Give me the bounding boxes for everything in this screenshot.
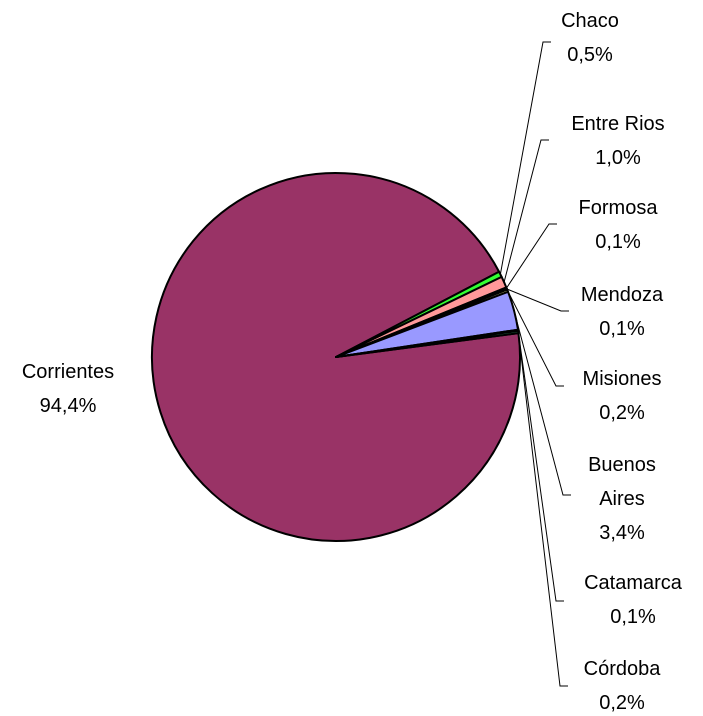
- leader-line-chaco: [499, 41, 551, 275]
- leader-line-catamarca: [517, 330, 564, 602]
- leader-line-buenos: [513, 310, 571, 496]
- leader-lines: [499, 41, 571, 687]
- slice-label-corrientes: Corrientes 94,4%: [22, 361, 114, 417]
- leader-line-formosa: [506, 223, 557, 289]
- leader-line-misiones: [507, 290, 564, 387]
- leader-line-entre-rios: [503, 139, 549, 283]
- slice-label-misiones: Misiones 0,2%: [583, 368, 662, 424]
- leader-line-mendoza: [506, 288, 569, 312]
- slice-label-buenos: Buenos Aires 3,4%: [588, 454, 656, 544]
- slice-label-formosa: Formosa 0,1%: [579, 197, 659, 253]
- slice-labels: Corrientes 94,4% Chaco 0,5% Entre Rios 1,0% Fo…: [22, 10, 683, 714]
- slice-label-chaco: Chaco 0,5%: [561, 10, 619, 66]
- slice-label-catamarca: Catamarca 0,1%: [584, 572, 683, 628]
- slice-label-mendoza: Mendoza 0,1%: [581, 284, 664, 340]
- slice-label-entre-rios: Entre Rios 1,0%: [571, 113, 664, 169]
- leader-line-córdoba: [517, 331, 568, 687]
- pie-slices: [151, 172, 521, 542]
- slice-label-córdoba: Córdoba 0,2%: [584, 658, 662, 714]
